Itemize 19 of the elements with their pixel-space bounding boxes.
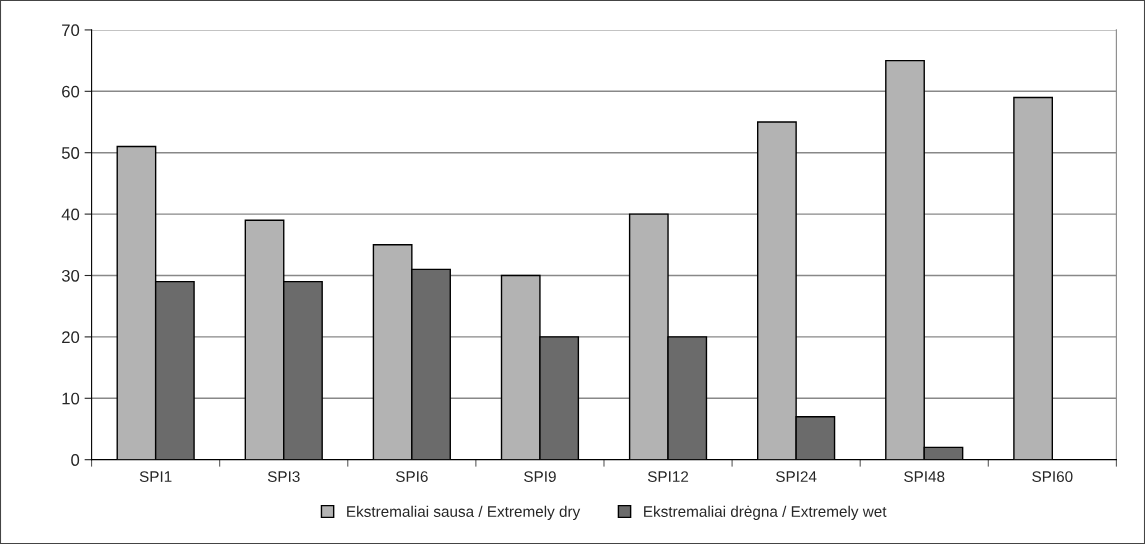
y-tick-label: 70 (62, 24, 80, 37)
x-tick-label: SPI6 (395, 471, 428, 483)
y-tick-label: 10 (62, 392, 80, 405)
x-tick-label: SPI12 (647, 471, 689, 483)
y-tick-label: 60 (62, 85, 80, 98)
x-tick-label: SPI9 (524, 471, 556, 483)
x-tick-label: SPI60 (1032, 471, 1073, 483)
legend-label: Ekstremaliai drėgna / Extremely wet (644, 505, 887, 520)
x-tick-label: SPI48 (904, 471, 945, 483)
y-tick-label: 20 (62, 331, 80, 344)
y-tick-label: 50 (61, 147, 80, 159)
bar (1013, 96, 1054, 460)
x-tick-label: SPI24 (776, 471, 817, 483)
y-tick-label: 40 (61, 208, 80, 221)
legend-label: Ekstremaliai sausa / Extremely dry (347, 505, 581, 520)
y-tick-label: 30 (61, 269, 80, 282)
y-tick-label: 0 (71, 454, 80, 466)
x-tick-label: SPI1 (139, 471, 172, 483)
x-tick-label: SPI3 (267, 471, 300, 483)
